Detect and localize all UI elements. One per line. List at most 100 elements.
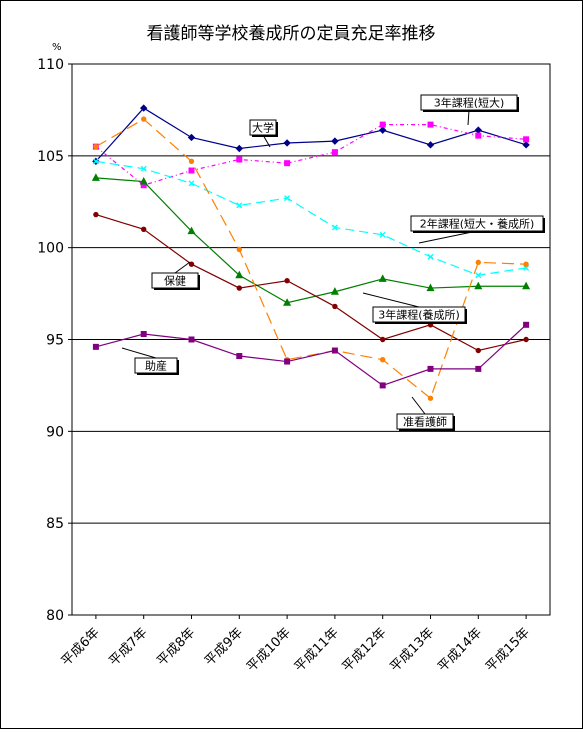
data-point [188,180,195,187]
y-tick-label: 80 [46,608,64,624]
data-point [331,347,338,354]
data-point [427,253,434,260]
series-name-label: 大学 [252,121,274,135]
data-point [523,336,529,343]
data-point [93,143,99,150]
data-point [475,347,481,354]
data-point [283,139,291,147]
data-point [331,224,338,231]
callout-box [249,119,277,136]
data-point [380,336,386,343]
series-lines [91,104,531,401]
callout-box [151,272,199,289]
chart-title: 看護師等学校養成所の定員充足率推移 [147,24,436,44]
data-point [522,281,531,290]
callout-box [372,306,466,323]
data-point [427,365,434,372]
series-line [95,124,527,186]
data-point [522,141,530,149]
callout-leader-line [362,292,420,308]
callout-box [134,357,178,374]
series-label-callout: 准看護師 [396,396,455,431]
data-point [92,343,99,350]
series-group [92,158,530,279]
series-label-callout: 保健 [151,261,200,290]
series-group [91,173,531,306]
data-point [427,121,434,128]
data-point [236,156,243,163]
gridlines [72,155,550,524]
data-point [426,141,435,149]
data-point [331,137,339,145]
data-point [140,165,147,172]
series-group [92,104,530,166]
data-point [474,281,483,290]
series-line [95,214,527,352]
y-tick-label: 110 [37,57,64,73]
series-name-label: 2年課程(短大・養成所) [420,217,535,231]
data-point [284,160,291,167]
series-name-label: 准看護師 [403,415,447,429]
callout-box [420,94,518,111]
data-point [330,287,339,295]
series-name-label: 3年課程(養成所) [378,308,460,322]
y-tick-label: 95 [46,333,64,349]
data-point [380,357,386,363]
series-name-label: 保健 [164,274,186,288]
data-point [139,176,148,185]
callout-leader-line [121,347,157,359]
data-point [91,173,100,181]
data-point [93,211,99,218]
series-line [95,160,527,276]
data-point [140,330,147,337]
series-line [95,177,527,304]
data-point [284,278,290,284]
series-name-label: 3年課程(短大) [434,96,505,110]
data-point [139,104,148,112]
data-point [284,358,291,365]
data-point [379,121,386,128]
data-point [188,167,195,174]
data-point [332,303,338,310]
data-point [523,321,530,328]
series-label-callout: 2年課程(短大・養成所) [410,215,545,244]
data-point [523,136,530,143]
y-tick-label: 90 [46,424,64,440]
series-label-callout: 3年課程(養成所) [362,292,467,324]
series-line [95,118,527,400]
data-point [187,226,196,235]
data-point [475,365,482,372]
y-tick-label: 100 [37,241,64,257]
series-name-label: 助産 [145,359,167,373]
series-label-callout: 大学 [249,119,278,148]
data-point [236,202,243,209]
callout-box [396,413,454,430]
callout-leader-line [174,261,191,274]
callout-leader-line [467,109,470,126]
y-tick-label: 105 [37,149,64,165]
data-point [378,274,387,282]
data-point [188,158,195,165]
series-label-callout: 3年課程(短大) [420,94,519,126]
series-line [95,107,527,162]
callout-box [410,215,544,232]
data-point [236,353,243,360]
data-point [188,261,195,267]
data-point [141,116,147,122]
data-point [475,259,481,266]
data-point [283,298,292,306]
data-point [236,246,243,253]
data-point [235,270,244,279]
data-point [235,144,244,153]
data-point [141,226,147,233]
data-point [475,272,482,279]
data-point [378,126,387,134]
series-group [92,321,530,389]
y-tick-label: 85 [46,516,64,532]
y-unit-label: % [52,42,62,53]
series-callouts: 大学 3年課程(短大) 2年課程(短大・養成所) 保健 3年課程(養成所) 准看護師 助産 [121,94,545,431]
data-point [379,231,386,238]
